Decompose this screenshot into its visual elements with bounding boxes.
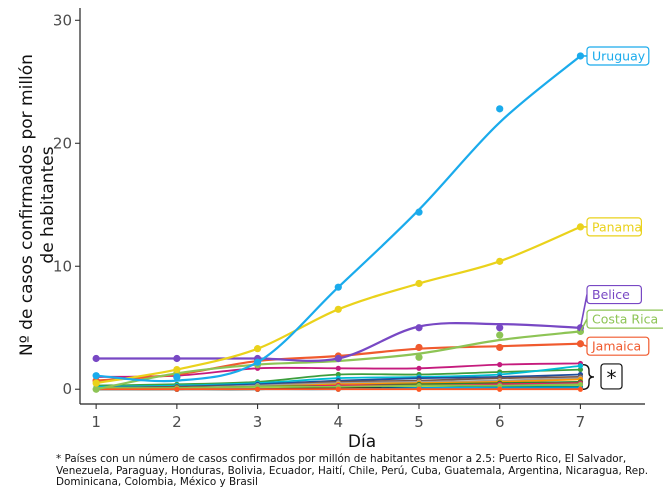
low-series-point: [577, 386, 584, 392]
low-series-point: [497, 362, 503, 368]
y-axis-title-line-2: de habitantes: [38, 146, 58, 263]
label-box-panama: [586, 217, 643, 237]
series-point-belice: [496, 324, 504, 332]
series-point-costa-rica: [92, 385, 100, 393]
label-connector-costa-rica: [579, 318, 588, 332]
low-series-point: [174, 386, 180, 392]
label-box-belice: [586, 284, 643, 305]
series-point-uruguay: [173, 373, 181, 381]
y-axis-title-line-1: Nº de casos confirmados por millón: [17, 54, 37, 356]
low-series-point: [577, 381, 584, 387]
y-axis-title: Nº de casos confirmados por millón de hab…: [17, 54, 58, 356]
x-tick-label: 7: [576, 413, 586, 431]
x-tick-label: 4: [334, 413, 344, 431]
low-series-point: [577, 366, 584, 373]
low-series-point: [497, 386, 503, 392]
series-point-uruguay: [92, 372, 100, 380]
series-label-belice: Belice: [592, 287, 630, 302]
x-axis-title: Día: [348, 432, 376, 450]
low-series-point: [497, 382, 503, 389]
labeled-series-group: [92, 52, 585, 393]
bracket-brace: [582, 363, 595, 390]
asterisk-symbol: *: [607, 366, 617, 390]
series-point-panama: [173, 365, 181, 374]
series-point-panama: [92, 379, 100, 387]
label-connector-belice: [579, 294, 588, 328]
y-tick-label: 10: [53, 257, 72, 275]
low-value-series-group: [93, 360, 584, 392]
series-point-costa-rica: [415, 353, 423, 361]
series-point-jamaica: [415, 343, 423, 352]
low-series-point: [577, 363, 584, 369]
series-label-costa-rica: Costa Rica: [592, 312, 658, 327]
series-point-uruguay: [253, 358, 262, 366]
series-point-costa-rica: [496, 331, 504, 339]
x-tick-label: 2: [172, 413, 182, 431]
series-point-panama: [415, 279, 423, 288]
series-end-labels: Uruguay Panama Belice Costa Rica Jamaica: [579, 46, 663, 356]
series-point-uruguay: [334, 283, 342, 291]
low-series-point: [416, 382, 422, 389]
series-label-panama: Panama: [592, 219, 642, 234]
line-chart: 0 10 20 30 1 2 3 4 5 6 7 Uruguay Panama Belice Costa …: [17, 8, 663, 450]
label-box-uruguay: [586, 46, 650, 66]
low-series-point: [335, 371, 341, 378]
series-point-panama: [253, 345, 262, 353]
low-series-point: [335, 365, 341, 371]
low-series-point: [335, 386, 341, 392]
series-point-belice: [92, 354, 100, 363]
x-tick-label: 1: [91, 413, 101, 431]
series-label-jamaica: Jamaica: [591, 339, 641, 354]
label-box-jamaica: [586, 336, 650, 356]
low-series-point: [416, 386, 422, 392]
x-tick-label: 5: [414, 413, 424, 431]
series-point-panama: [334, 305, 342, 313]
y-tick-label: 0: [62, 380, 72, 398]
x-tick-label: 3: [253, 413, 263, 431]
series-point-belice: [173, 354, 181, 363]
label-connector-jamaica: [580, 342, 588, 347]
y-tick-label: 20: [53, 134, 72, 152]
x-tick-label: 6: [495, 413, 505, 431]
series-point-jamaica: [496, 343, 504, 352]
label-box-costa-rica: [586, 309, 663, 329]
series-point-uruguay: [496, 105, 504, 113]
axes: 0 10 20 30 1 2 3 4 5 6 7: [53, 8, 645, 431]
series-line-uruguay: [96, 55, 582, 383]
low-series-point: [416, 365, 422, 371]
low-series-point: [254, 386, 261, 392]
y-tick-label: 30: [53, 11, 72, 29]
low-countries-bracket: *: [582, 363, 623, 390]
series-point-belice: [415, 324, 423, 332]
footnote: * Países con un número de casos confirma…: [56, 453, 649, 488]
series-point-uruguay: [415, 208, 423, 216]
series-point-belice: [334, 354, 342, 363]
asterisk-box: [600, 363, 623, 390]
series-label-uruguay: Uruguay: [592, 48, 646, 63]
series-point-panama: [496, 257, 504, 265]
